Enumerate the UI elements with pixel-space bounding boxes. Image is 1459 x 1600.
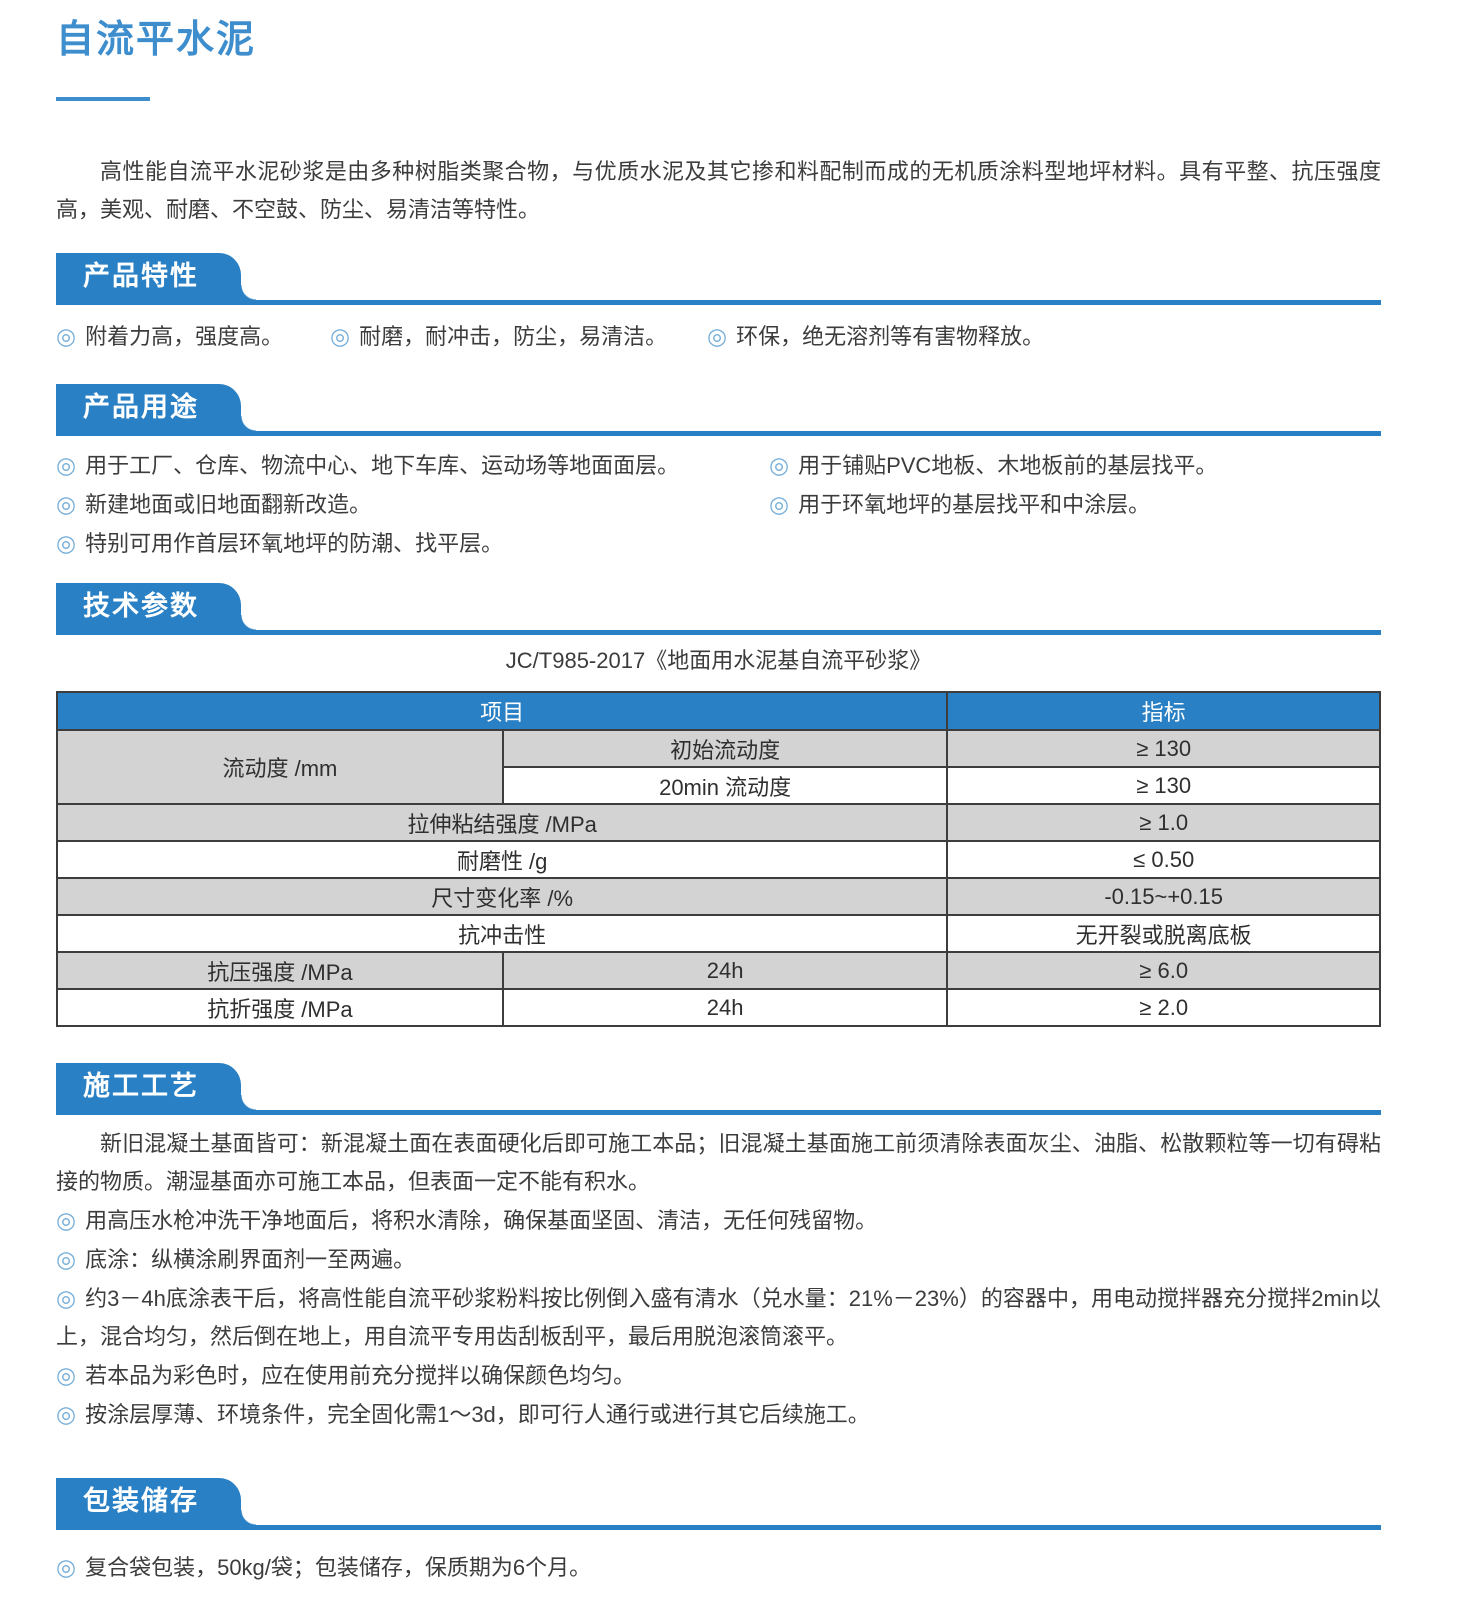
feature-text: 附着力高，强度高。 [85, 324, 284, 349]
spec-cell: 24h [501, 951, 949, 990]
column-header-item: 项目 [55, 691, 949, 731]
use-text: 用于环氧地坪的基层找平和中涂层。 [798, 492, 1151, 517]
spec-standard-caption: JC/T985-2017《地面用水泥基自流平砂浆》 [505, 648, 932, 673]
process-item: ◎ 底涂：纵横涂刷界面剂一至两遍。 [56, 1240, 1381, 1279]
intro-paragraph: 高性能自流平水泥砂浆是由多种树脂类聚合物，与优质水泥及其它掺和料配制而成的无机质… [56, 159, 1381, 222]
spec-cell: ≥ 130 [946, 729, 1381, 768]
bullet-icon: ◎ [769, 491, 790, 517]
section-header-specs: 技术参数 [56, 583, 1381, 635]
bullet-icon: ◎ [330, 323, 351, 349]
bullet-icon: ◎ [56, 1554, 77, 1580]
spec-cell: -0.15~+0.15 [946, 877, 1381, 916]
table-row: 抗压强度 /MPa 24h ≥ 6.0 [56, 951, 1381, 990]
process-item: ◎ 用高压水枪冲洗干净地面后，将积水清除，确保基面坚固、清洁，无任何残留物。 [56, 1201, 1381, 1240]
spec-cell: 初始流动度 [501, 729, 949, 768]
bullet-icon: ◎ [707, 323, 728, 349]
spec-cell: 抗折强度 /MPa [56, 988, 504, 1027]
spec-cell: 拉伸粘结强度 /MPa [55, 803, 949, 842]
spec-cell: ≥ 6.0 [946, 951, 1381, 990]
process-text: 约3－4h底涂表干后，将高性能自流平砂浆粉料按比例倒入盛有清水（兑水量：21%－… [56, 1286, 1381, 1349]
section-tab-process: 施工工艺 [56, 1063, 256, 1110]
table-row: 耐磨性 /g ≤ 0.50 [55, 840, 1381, 879]
section-tab-uses: 产品用途 [56, 384, 256, 431]
spec-cell: ≥ 2.0 [946, 988, 1381, 1027]
process-item: ◎ 按涂层厚薄、环境条件，完全固化需1～3d，即可行人通行或进行其它后续施工。 [56, 1395, 1381, 1434]
feature-item: ◎ 附着力高，强度高。 [56, 317, 330, 356]
section-header-uses: 产品用途 [56, 384, 1381, 436]
use-item: ◎ 新建地面或旧地面翻新改造。 [56, 485, 769, 524]
bullet-icon: ◎ [769, 452, 790, 478]
features-list: ◎ 附着力高，强度高。 ◎ 耐磨，耐冲击，防尘，易清洁。 ◎ 环保，绝无溶剂等有害物释… [56, 317, 1381, 356]
section-rule [56, 300, 1381, 305]
section-rule [56, 1110, 1381, 1115]
section-tab-features: 产品特性 [56, 253, 256, 300]
spec-cell: 流动度 /mm [56, 729, 504, 805]
use-text: 特别可用作首层环氧地坪的防潮、找平层。 [85, 531, 504, 556]
packaging-text: 复合袋包装，50kg/袋；包装储存，保质期为6个月。 [85, 1555, 592, 1580]
bullet-icon: ◎ [56, 1401, 77, 1427]
bullet-icon: ◎ [56, 1285, 77, 1311]
feature-text: 环保，绝无溶剂等有害物释放。 [736, 324, 1045, 349]
table-row: 拉伸粘结强度 /MPa ≥ 1.0 [55, 803, 1381, 842]
table-row: 抗冲击性 无开裂或脱离底板 [55, 914, 1381, 953]
bullet-icon: ◎ [56, 1207, 77, 1233]
uses-column-left: ◎ 用于工厂、仓库、物流中心、地下车库、运动场等地面面层。 ◎ 新建地面或旧地面翻新… [56, 446, 769, 563]
table-row: 流动度 /mm 初始流动度 ≥ 130 [56, 729, 1381, 805]
column-header-index: 指标 [946, 691, 1381, 731]
process-text: 若本品为彩色时，应在使用前充分搅拌以确保颜色均匀。 [85, 1363, 636, 1388]
table-row: 尺寸变化率 /% -0.15~+0.15 [55, 877, 1381, 916]
use-item: ◎ 用于铺贴PVC地板、木地板前的基层找平。 [769, 446, 1381, 485]
process-paragraph: 新旧混凝土基面皆可：新混凝土面在表面硬化后即可施工本品；旧混凝土基面施工前须清除… [56, 1131, 1381, 1194]
packaging-item: ◎ 复合袋包装，50kg/袋；包装储存，保质期为6个月。 [56, 1548, 1381, 1587]
feature-text: 耐磨，耐冲击，防尘，易清洁。 [359, 324, 668, 349]
process-text: 用高压水枪冲洗干净地面后，将积水清除，确保基面坚固、清洁，无任何残留物。 [85, 1208, 878, 1233]
section-rule [56, 1525, 1381, 1530]
use-text: 用于工厂、仓库、物流中心、地下车库、运动场等地面面层。 [85, 453, 680, 478]
bullet-icon: ◎ [56, 530, 77, 556]
feature-item: ◎ 环保，绝无溶剂等有害物释放。 [707, 317, 1044, 356]
section-tab-specs: 技术参数 [56, 583, 256, 630]
use-item: ◎ 特别可用作首层环氧地坪的防潮、找平层。 [56, 524, 769, 563]
spec-cell: 耐磨性 /g [55, 840, 949, 879]
section-header-packaging: 包装储存 [56, 1478, 1381, 1530]
bullet-icon: ◎ [56, 1362, 77, 1388]
process-text: 按涂层厚薄、环境条件，完全固化需1～3d，即可行人通行或进行其它后续施工。 [85, 1402, 870, 1427]
use-text: 新建地面或旧地面翻新改造。 [85, 492, 372, 517]
process-item: ◎ 约3－4h底涂表干后，将高性能自流平砂浆粉料按比例倒入盛有清水（兑水量：21%… [56, 1279, 1381, 1356]
spec-cell: 抗冲击性 [55, 914, 949, 953]
process-item: ◎ 若本品为彩色时，应在使用前充分搅拌以确保颜色均匀。 [56, 1356, 1381, 1395]
spec-cell: 尺寸变化率 /% [55, 877, 949, 916]
uses-list: ◎ 用于工厂、仓库、物流中心、地下车库、运动场等地面面层。 ◎ 新建地面或旧地面翻新… [56, 446, 1381, 563]
bullet-icon: ◎ [56, 491, 77, 517]
process-text: 底涂：纵横涂刷界面剂一至两遍。 [85, 1247, 416, 1272]
spec-table: 项目 指标 流动度 /mm 初始流动度 ≥ 130 20min 流动度 ≥ 13… [55, 691, 1381, 1027]
section-header-features: 产品特性 [56, 253, 1381, 305]
bullet-icon: ◎ [56, 1246, 77, 1272]
title-underline [56, 97, 150, 101]
spec-cell: ≥ 130 [946, 766, 1381, 805]
table-row: 20min 流动度 ≥ 130 [57, 766, 1381, 805]
use-item: ◎ 用于环氧地坪的基层找平和中涂层。 [769, 485, 1381, 524]
page-title: 自流平水泥 [56, 19, 257, 61]
spec-cell: 抗压强度 /MPa [56, 951, 504, 990]
bullet-icon: ◎ [56, 323, 77, 349]
table-header-row: 项目 指标 [55, 691, 1381, 731]
spec-cell: 无开裂或脱离底板 [946, 914, 1381, 953]
spec-cell: 24h [501, 988, 949, 1027]
section-rule [56, 431, 1381, 436]
uses-column-right: ◎ 用于铺贴PVC地板、木地板前的基层找平。 ◎ 用于环氧地坪的基层找平和中涂层。 [769, 446, 1381, 563]
spec-cell: 20min 流动度 [501, 766, 949, 805]
use-item: ◎ 用于工厂、仓库、物流中心、地下车库、运动场等地面面层。 [56, 446, 769, 485]
section-header-process: 施工工艺 [56, 1063, 1381, 1115]
spec-cell: ≤ 0.50 [946, 840, 1381, 879]
table-row: 抗折强度 /MPa 24h ≥ 2.0 [56, 988, 1381, 1027]
bullet-icon: ◎ [56, 452, 77, 478]
section-rule [56, 630, 1381, 635]
use-text: 用于铺贴PVC地板、木地板前的基层找平。 [798, 453, 1218, 478]
section-tab-packaging: 包装储存 [56, 1478, 256, 1525]
feature-item: ◎ 耐磨，耐冲击，防尘，易清洁。 [330, 317, 707, 356]
spec-cell: ≥ 1.0 [946, 803, 1381, 842]
